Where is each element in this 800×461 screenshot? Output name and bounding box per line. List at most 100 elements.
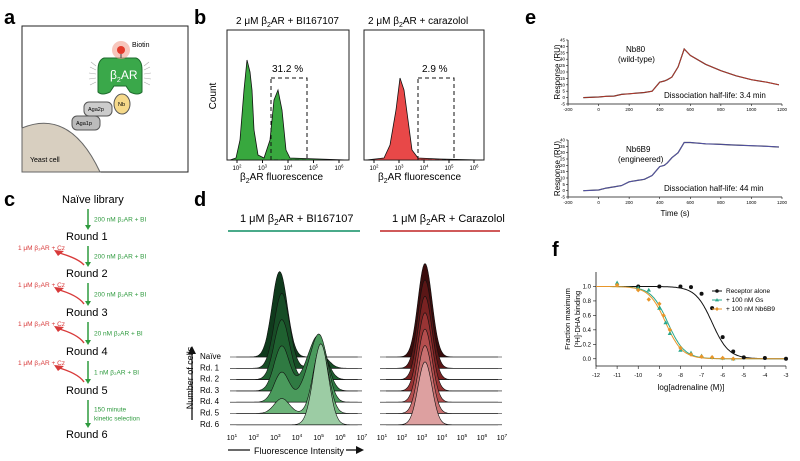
b-xtick-label: 103 [394, 164, 404, 172]
d-left-xtick-label: 103 [270, 433, 281, 442]
yeast-cell-shape [21, 122, 101, 173]
e-xtick-label: -200 [563, 107, 573, 112]
e-ytick-label: -5 [561, 102, 565, 107]
f-point-receptor [657, 284, 662, 289]
membrane-lines [88, 61, 152, 86]
d-row-label: Naïve [200, 352, 221, 361]
d-left-xtick-label: 105 [313, 433, 324, 442]
aga1p-shape [71, 115, 101, 131]
e-ytick-label: 10 [560, 176, 566, 181]
e-ytick-label: 45 [560, 38, 566, 43]
d-right-xtick-label: 106 [477, 433, 488, 442]
d-left-title: 1 μM β2AR + BI167107 [240, 213, 353, 227]
panel-label-b: b [194, 7, 206, 29]
e-xtick-label: 200 [625, 107, 633, 112]
negative-step-arrow [55, 366, 85, 383]
d-right-xtick-label: 103 [417, 433, 428, 442]
f-xtick-label: -4 [762, 373, 767, 379]
f-point-nb6b9 [657, 301, 662, 307]
negative-step-label: 1 μM β₂AR + Cz [18, 245, 65, 252]
panel-label-e: e [525, 7, 536, 29]
panel-label-f: f [552, 239, 559, 261]
schematic-frame [21, 25, 189, 173]
f-ytick-label: 0.4 [583, 328, 592, 334]
negative-step-arrowhead [54, 326, 64, 332]
positive-step-label: kinetic selection [94, 416, 140, 423]
biotin-dot [117, 46, 125, 54]
f-point-nb6b9 [688, 352, 694, 357]
d-row-label: Rd. 6 [200, 420, 220, 429]
positive-step-arrowhead [85, 301, 91, 306]
e-ytick-label: 25 [560, 157, 566, 162]
d-left-xtick-label: 104 [292, 433, 303, 442]
positive-step-arrowhead [85, 262, 91, 267]
b-right-histogram-fill [365, 77, 483, 161]
e-xtick-label: 0 [597, 107, 600, 112]
b-right-gate [417, 77, 455, 161]
f-ytick-label: 0.8 [583, 299, 592, 305]
e-ytick-label: 35 [560, 50, 566, 55]
e-xtick-label: 1200 [777, 200, 788, 205]
e-xtick-label: 0 [597, 200, 600, 205]
f-xlabel: log[adrenaline (M)] [658, 383, 725, 392]
nanobody-label: Nb [118, 102, 125, 108]
positive-step-label: 150 minute [94, 407, 127, 414]
f-point-receptor [689, 285, 693, 290]
b-left-percent: 31.2 % [272, 64, 303, 75]
e-ytick-label: 5 [562, 182, 565, 187]
b-xtick-label: 105 [309, 164, 319, 172]
e-ytick-label: 0 [562, 95, 565, 100]
f-legend-marker [715, 298, 719, 302]
d-right-ridge [386, 263, 498, 358]
f-point-gs [667, 331, 673, 336]
e-ytick-label: 40 [560, 44, 566, 49]
e-xtick-label: -200 [563, 200, 573, 205]
selection-flowchart: Naïve library Round 1 Round 2 Round 3 Round … [18, 194, 147, 441]
e-xtick-label: 200 [625, 200, 633, 205]
e-ylabel: Response (RU) [553, 44, 562, 99]
f-point-gs [636, 285, 641, 290]
b-xtick-label: 106 [469, 164, 479, 172]
b-left-histogram-fill [229, 59, 349, 161]
f-point-receptor [731, 349, 736, 354]
d-right-xtick-label: 107 [497, 433, 508, 442]
f-point-gs [657, 305, 662, 310]
d-left-xtick-label: 101 [227, 433, 238, 442]
negative-step-arrowhead [54, 287, 64, 293]
f-xtick-label: -11 [613, 373, 621, 379]
f-ytick-label: 1.0 [583, 284, 592, 290]
competition-binding-chart: 0.0 0.2 0.4 0.6 0.8 1.0 -12 -11 -10 -9 -8 -7 -6 -5 -4 -… [563, 272, 788, 392]
b-right-xticks: 102 103 104 105 106 [369, 160, 479, 172]
positive-step-label: 20 nM β₂AR + BI [94, 331, 143, 338]
e-nb-name: Nb80 [626, 45, 646, 54]
b-right-xlabel: β2AR fluorescence [378, 172, 461, 185]
d-left-xtick-label: 102 [248, 433, 259, 442]
f-point-nb6b9 [709, 355, 715, 360]
f-point-receptor [762, 356, 767, 361]
panel-label-d: d [194, 189, 206, 211]
e-ytick-label: 40 [560, 138, 566, 143]
f-point-gs [614, 280, 620, 285]
round-label: Round 6 [66, 429, 108, 441]
d-row-label: Rd. 1 [200, 363, 220, 372]
f-point-nb6b9 [646, 297, 651, 302]
d-xlabel: Fluorescence Intensity [254, 446, 345, 456]
negative-step-arrow [55, 327, 85, 344]
d-left-xtick-label: 106 [335, 433, 346, 442]
e-ytick-label: 0 [562, 188, 565, 193]
e-ytick-label: 15 [560, 76, 566, 81]
d-row-label: Rd. 3 [200, 386, 220, 395]
positive-step-arrowhead [85, 423, 91, 428]
round-label: Round 3 [66, 307, 108, 319]
b-xtick-label: 103 [258, 164, 268, 172]
e-ytick-label: 15 [560, 169, 566, 174]
f-point-nb6b9 [678, 345, 683, 351]
b-xtick-label: 105 [444, 164, 454, 172]
negative-step-label: 1 μM β₂AR + Cz [18, 282, 65, 289]
negative-step-arrowhead [54, 250, 64, 256]
b-xtick-label: 104 [283, 164, 293, 172]
e-ylabel: Response (RU) [553, 141, 562, 196]
positive-step-arrowhead [85, 379, 91, 384]
